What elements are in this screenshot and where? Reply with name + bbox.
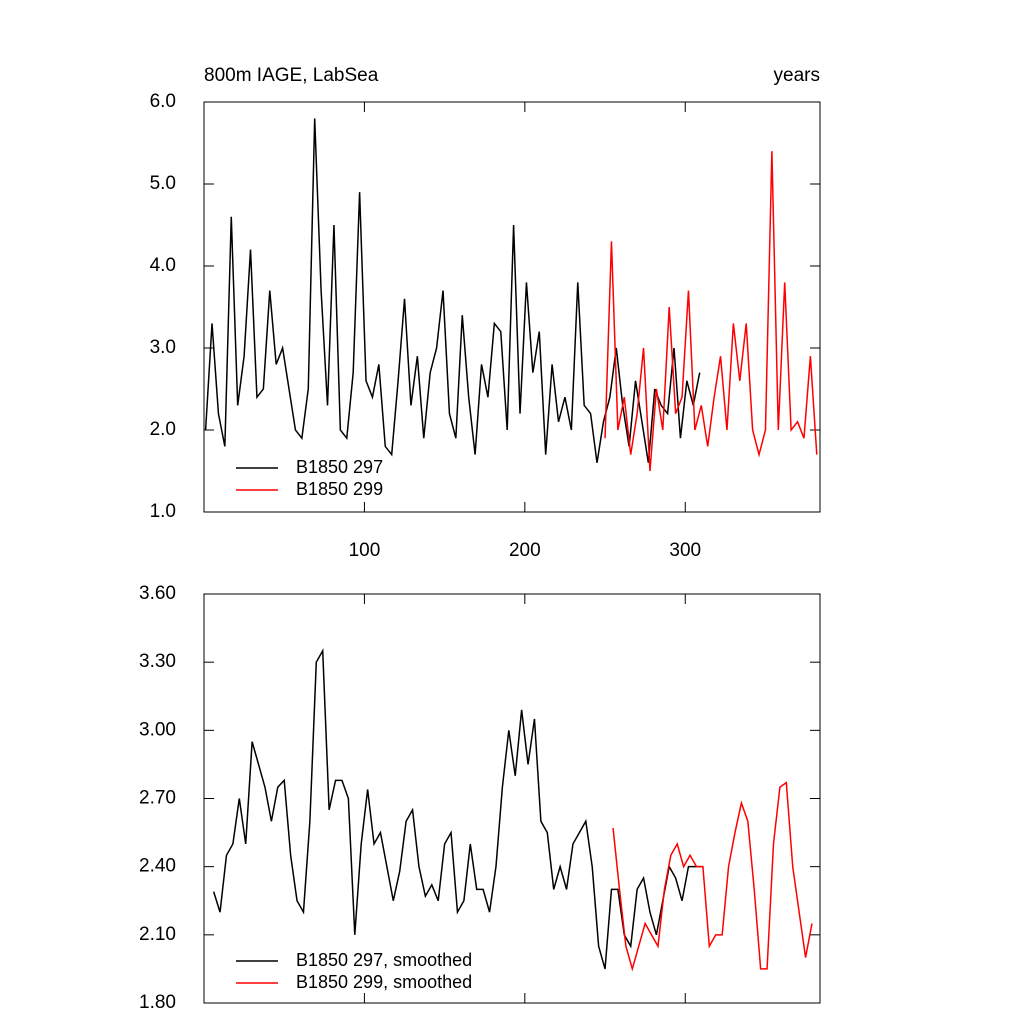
y-tick-label: 2.70: [139, 788, 176, 809]
y-tick-label: 3.60: [139, 583, 176, 604]
y-tick-label: 2.10: [139, 924, 176, 945]
x-tick-label: 200: [509, 540, 541, 561]
legend-label: B1850 299, smoothed: [296, 972, 472, 992]
x-tick-label: 300: [669, 540, 701, 561]
legend-label: B1850 297: [296, 457, 383, 477]
plot-frame: [203, 101, 821, 513]
legend-label: B1850 299: [296, 479, 383, 499]
data-line: [204, 118, 701, 463]
y-tick-label: 2.40: [139, 856, 176, 877]
chart-title: 800m IAGE, LabSea: [204, 65, 379, 86]
y-tick-label: 6.0: [150, 91, 176, 112]
x-tick-label: 100: [349, 540, 381, 561]
y-tick-label: 1.0: [150, 501, 176, 522]
y-tick-label: 1.80: [139, 992, 176, 1013]
data-line: [212, 648, 702, 970]
y-tick-label: 3.0: [150, 337, 176, 358]
data-line: [604, 151, 818, 472]
legend-label: B1850 297, smoothed: [296, 950, 472, 970]
units-label: years: [774, 65, 820, 86]
y-tick-label: 5.0: [150, 173, 176, 194]
y-tick-label: 3.00: [139, 719, 176, 740]
plot-frame: [203, 593, 821, 1004]
y-tick-label: 3.30: [139, 651, 176, 672]
y-tick-label: 4.0: [150, 255, 176, 276]
y-tick-label: 2.0: [150, 419, 176, 440]
data-line: [612, 781, 813, 972]
